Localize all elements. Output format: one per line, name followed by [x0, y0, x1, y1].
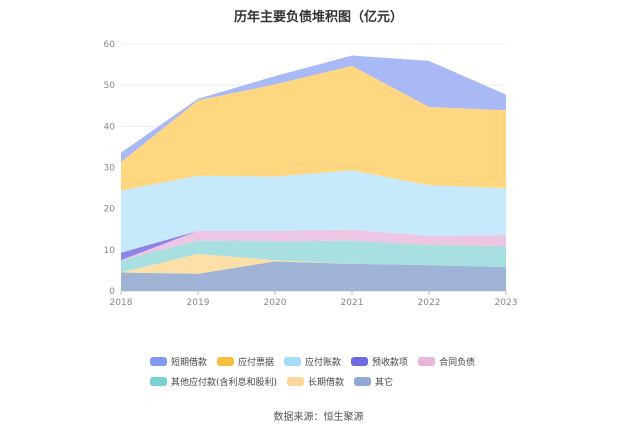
legend-item[interactable]: 应付账款 — [284, 355, 341, 368]
axis-layer: 0 10 20 30 40 50 60 2018 2019 2020 2021 2022 2023 — [104, 40, 518, 308]
legend-item[interactable]: 应付票据 — [217, 355, 274, 368]
legend-swatch — [351, 356, 369, 366]
legend-row-1: 其他应付款(含利息和股利) 长期借款 其它 — [150, 372, 510, 390]
area-series-1 — [121, 253, 506, 274]
area-series-7 — [121, 55, 506, 163]
legend-label: 其他应付款(含利息和股利) — [171, 377, 278, 388]
legend-swatch — [284, 356, 302, 366]
legend-swatch — [150, 376, 167, 386]
area-series-2 — [121, 240, 506, 273]
legend-item[interactable]: 预收款项 — [351, 355, 408, 368]
legend: 短期借款 应付票据 应付账款 预收款项 合同负债其他应付款(含利息和股利) 长期借款 其它 — [150, 352, 510, 392]
y-tick-label-60: 60 — [104, 40, 116, 50]
legend-item[interactable]: 长期借款 — [287, 375, 344, 388]
area-series-5 — [121, 170, 506, 253]
y-tick-label-30: 30 — [104, 164, 116, 174]
chart-title: 历年主要负债堆积图（亿元） — [233, 10, 403, 25]
legend-item[interactable]: 其它 — [354, 375, 393, 388]
x-tick-label-2019: 2019 — [187, 298, 210, 308]
y-tick-label-0: 0 — [109, 287, 115, 297]
x-tick-label-2020: 2020 — [264, 298, 287, 308]
legend-label: 应付账款 — [305, 357, 342, 368]
x-tick-label-2022: 2022 — [418, 298, 441, 308]
legend-label: 应付票据 — [238, 357, 275, 368]
area-layer — [121, 55, 506, 291]
x-tick-label-2021: 2021 — [341, 298, 364, 308]
legend-swatch — [354, 376, 372, 386]
legend-swatch — [217, 356, 235, 366]
legend-item[interactable]: 合同负债 — [418, 355, 475, 368]
y-tick-label-40: 40 — [104, 122, 116, 132]
legend-swatch — [418, 356, 436, 366]
legend-item[interactable]: 短期借款 — [150, 355, 207, 368]
y-tick-label-20: 20 — [104, 205, 116, 215]
y-tick-label-10: 10 — [104, 246, 116, 256]
x-tick-label-2023: 2023 — [495, 298, 518, 308]
legend-swatch — [287, 376, 305, 386]
legend-label: 短期借款 — [171, 357, 208, 368]
legend-label: 预收款项 — [372, 357, 409, 368]
stacked-area-chart: 0 10 20 30 40 50 60 2018 2019 2020 2021 2022 2023 — [104, 40, 518, 308]
legend-label: 合同负债 — [439, 357, 476, 368]
legend-item[interactable]: 其他应付款(含利息和股利) — [150, 375, 277, 388]
area-series-6 — [121, 65, 506, 191]
area-series-3 — [121, 229, 506, 261]
legend-swatch — [150, 356, 167, 366]
legend-row-0: 短期借款 应付票据 应付账款 预收款项 合同负债 — [150, 352, 510, 370]
area-series-0 — [121, 261, 506, 291]
legend-label: 长期借款 — [308, 377, 345, 388]
x-tick-label-2018: 2018 — [110, 298, 133, 308]
y-tick-label-50: 50 — [104, 81, 116, 91]
source-note: 数据来源：恒生聚源 — [273, 412, 364, 423]
legend-label: 其它 — [375, 377, 394, 388]
